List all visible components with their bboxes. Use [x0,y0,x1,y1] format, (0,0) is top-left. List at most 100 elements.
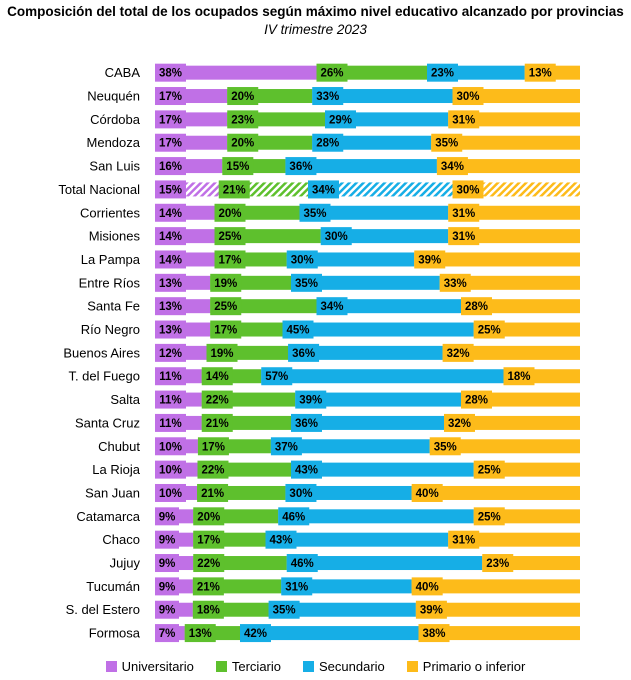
value-label-s-del-estero-secundario: 35% [273,605,296,617]
value-label-tucuman-universitario: 9% [159,581,176,593]
value-label-box-catamarca-terciario [193,507,225,526]
value-label-buenos-aires-primario-o-inferior: 32% [447,348,470,360]
value-label-chubut-primario-o-inferior: 35% [434,441,457,453]
value-label-caba-terciario: 26% [320,68,343,80]
value-label-box-chaco-primario-o-inferior [448,530,480,549]
value-label-chubut-terciario: 17% [202,441,225,453]
value-label-box-cordoba-universitario [155,110,186,129]
bar-tucuman-primario-o-inferior [411,579,580,594]
value-label-la-rioja-primario-o-inferior: 25% [478,465,501,477]
value-label-box-san-juan-universitario [155,483,186,502]
value-label-box-rio-negro-universitario [155,320,186,339]
value-label-box-santa-fe-universitario [155,297,186,316]
category-label-chaco: Chaco [102,532,140,547]
value-label-box-salta-terciario [201,390,233,409]
bar-corrientes-primario-o-inferior [448,205,580,220]
value-label-box-santa-cruz-primario-o-inferior [444,413,475,432]
category-label-salta: Salta [110,392,140,407]
value-label-box-t-del-fuego-secundario [261,367,293,386]
value-label-box-san-luis-secundario [285,157,317,176]
value-label-box-t-del-fuego-primario-o-inferior [503,367,535,386]
bar-caba-universitario [155,65,317,80]
value-label-la-rioja-universitario: 10% [159,465,182,477]
category-label-rio-negro: Río Negro [81,322,140,337]
value-label-rio-negro-terciario: 17% [214,325,237,337]
bar-cordoba-primario-o-inferior [448,112,580,127]
legend-label-terciario: Terciario [231,659,281,674]
bar-entre-rios-primario-o-inferior [439,275,580,290]
value-label-tucuman-primario-o-inferior: 40% [416,581,439,593]
value-label-box-la-rioja-primario-o-inferior [473,460,505,479]
value-label-chubut-universitario: 10% [159,441,182,453]
value-label-santa-cruz-primario-o-inferior: 32% [448,418,471,430]
bar-neuquen-primario-o-inferior [452,89,580,104]
value-label-mendoza-primario-o-inferior: 35% [435,138,458,150]
value-label-box-santa-fe-primario-o-inferior [461,297,492,316]
value-label-box-entre-rios-terciario [210,273,242,292]
category-label-s-del-estero: S. del Estero [66,602,140,617]
value-label-box-jujuy-secundario [286,554,318,573]
value-label-box-san-juan-primario-o-inferior [411,483,443,502]
value-label-box-tucuman-universitario [155,577,179,596]
value-label-entre-rios-secundario: 35% [295,278,318,290]
value-label-santa-cruz-terciario: 21% [206,418,229,430]
value-label-tucuman-secundario: 31% [285,581,308,593]
value-label-box-total-nacional-universitario [155,180,186,199]
bar-san-juan-secundario [285,485,412,500]
value-label-santa-fe-universitario: 13% [159,301,182,313]
value-label-box-t-del-fuego-universitario [155,367,186,386]
value-label-chaco-secundario: 43% [269,535,292,547]
category-label-entre-rios: Entre Ríos [79,275,141,290]
value-label-box-total-nacional-secundario [308,180,339,199]
bar-tucuman-secundario [281,579,412,594]
value-label-box-caba-primario-o-inferior [524,63,556,82]
value-label-caba-secundario: 23% [431,68,454,80]
value-label-salta-primario-o-inferior: 28% [465,395,488,407]
value-label-box-neuquen-secundario [312,87,344,106]
value-label-san-juan-secundario: 30% [289,488,312,500]
bar-t-del-fuego-secundario [261,369,504,384]
value-label-neuquen-primario-o-inferior: 30% [456,91,479,103]
value-label-box-catamarca-secundario [278,507,310,526]
value-label-cordoba-universitario: 17% [159,114,182,126]
value-label-box-san-juan-secundario [285,483,317,502]
legend-item-universitario: Universitario [105,659,194,674]
value-label-box-jujuy-terciario [193,554,225,573]
bar-buenos-aires-secundario [288,345,443,360]
value-label-box-caba-terciario [316,63,348,82]
value-label-box-misiones-terciario [214,227,246,246]
bar-total-nacional-secundario [308,182,453,197]
bar-salta-secundario [295,392,461,407]
category-label-formosa: Formosa [89,626,141,641]
value-label-cordoba-terciario: 23% [231,114,254,126]
legend-swatch-primario-o-inferior [406,661,418,672]
value-label-box-rio-negro-secundario [282,320,314,339]
value-label-box-caba-universitario [155,63,186,82]
value-label-box-formosa-terciario [184,624,216,643]
category-label-t-del-fuego: T. del Fuego [68,369,140,384]
value-label-box-corrientes-primario-o-inferior [448,203,480,222]
value-label-box-misiones-universitario [155,227,186,246]
bar-la-pampa-secundario [286,252,415,267]
value-label-box-santa-cruz-terciario [201,413,233,432]
legend-swatch-universitario [105,661,117,672]
value-label-la-rioja-secundario: 43% [295,465,318,477]
value-label-rio-negro-primario-o-inferior: 25% [478,325,501,337]
value-label-chaco-primario-o-inferior: 31% [452,535,475,547]
value-label-mendoza-secundario: 28% [316,138,339,150]
value-label-s-del-estero-primario-o-inferior: 39% [420,605,443,617]
value-label-box-santa-fe-terciario [210,297,242,316]
value-label-box-rio-negro-terciario [210,320,242,339]
value-label-catamarca-universitario: 9% [159,511,176,523]
value-label-san-luis-primario-o-inferior: 34% [441,161,464,173]
value-label-mendoza-terciario: 20% [231,138,254,150]
bar-formosa-secundario [240,626,419,641]
value-label-box-chaco-secundario [265,530,297,549]
category-label-misiones: Misiones [89,229,141,244]
value-label-neuquen-universitario: 17% [159,91,182,103]
value-label-entre-rios-universitario: 13% [159,278,182,290]
value-label-box-mendoza-universitario [155,133,186,152]
value-label-box-buenos-aires-universitario [155,343,186,362]
value-label-box-total-nacional-terciario [218,180,250,199]
value-label-formosa-secundario: 42% [244,628,267,640]
